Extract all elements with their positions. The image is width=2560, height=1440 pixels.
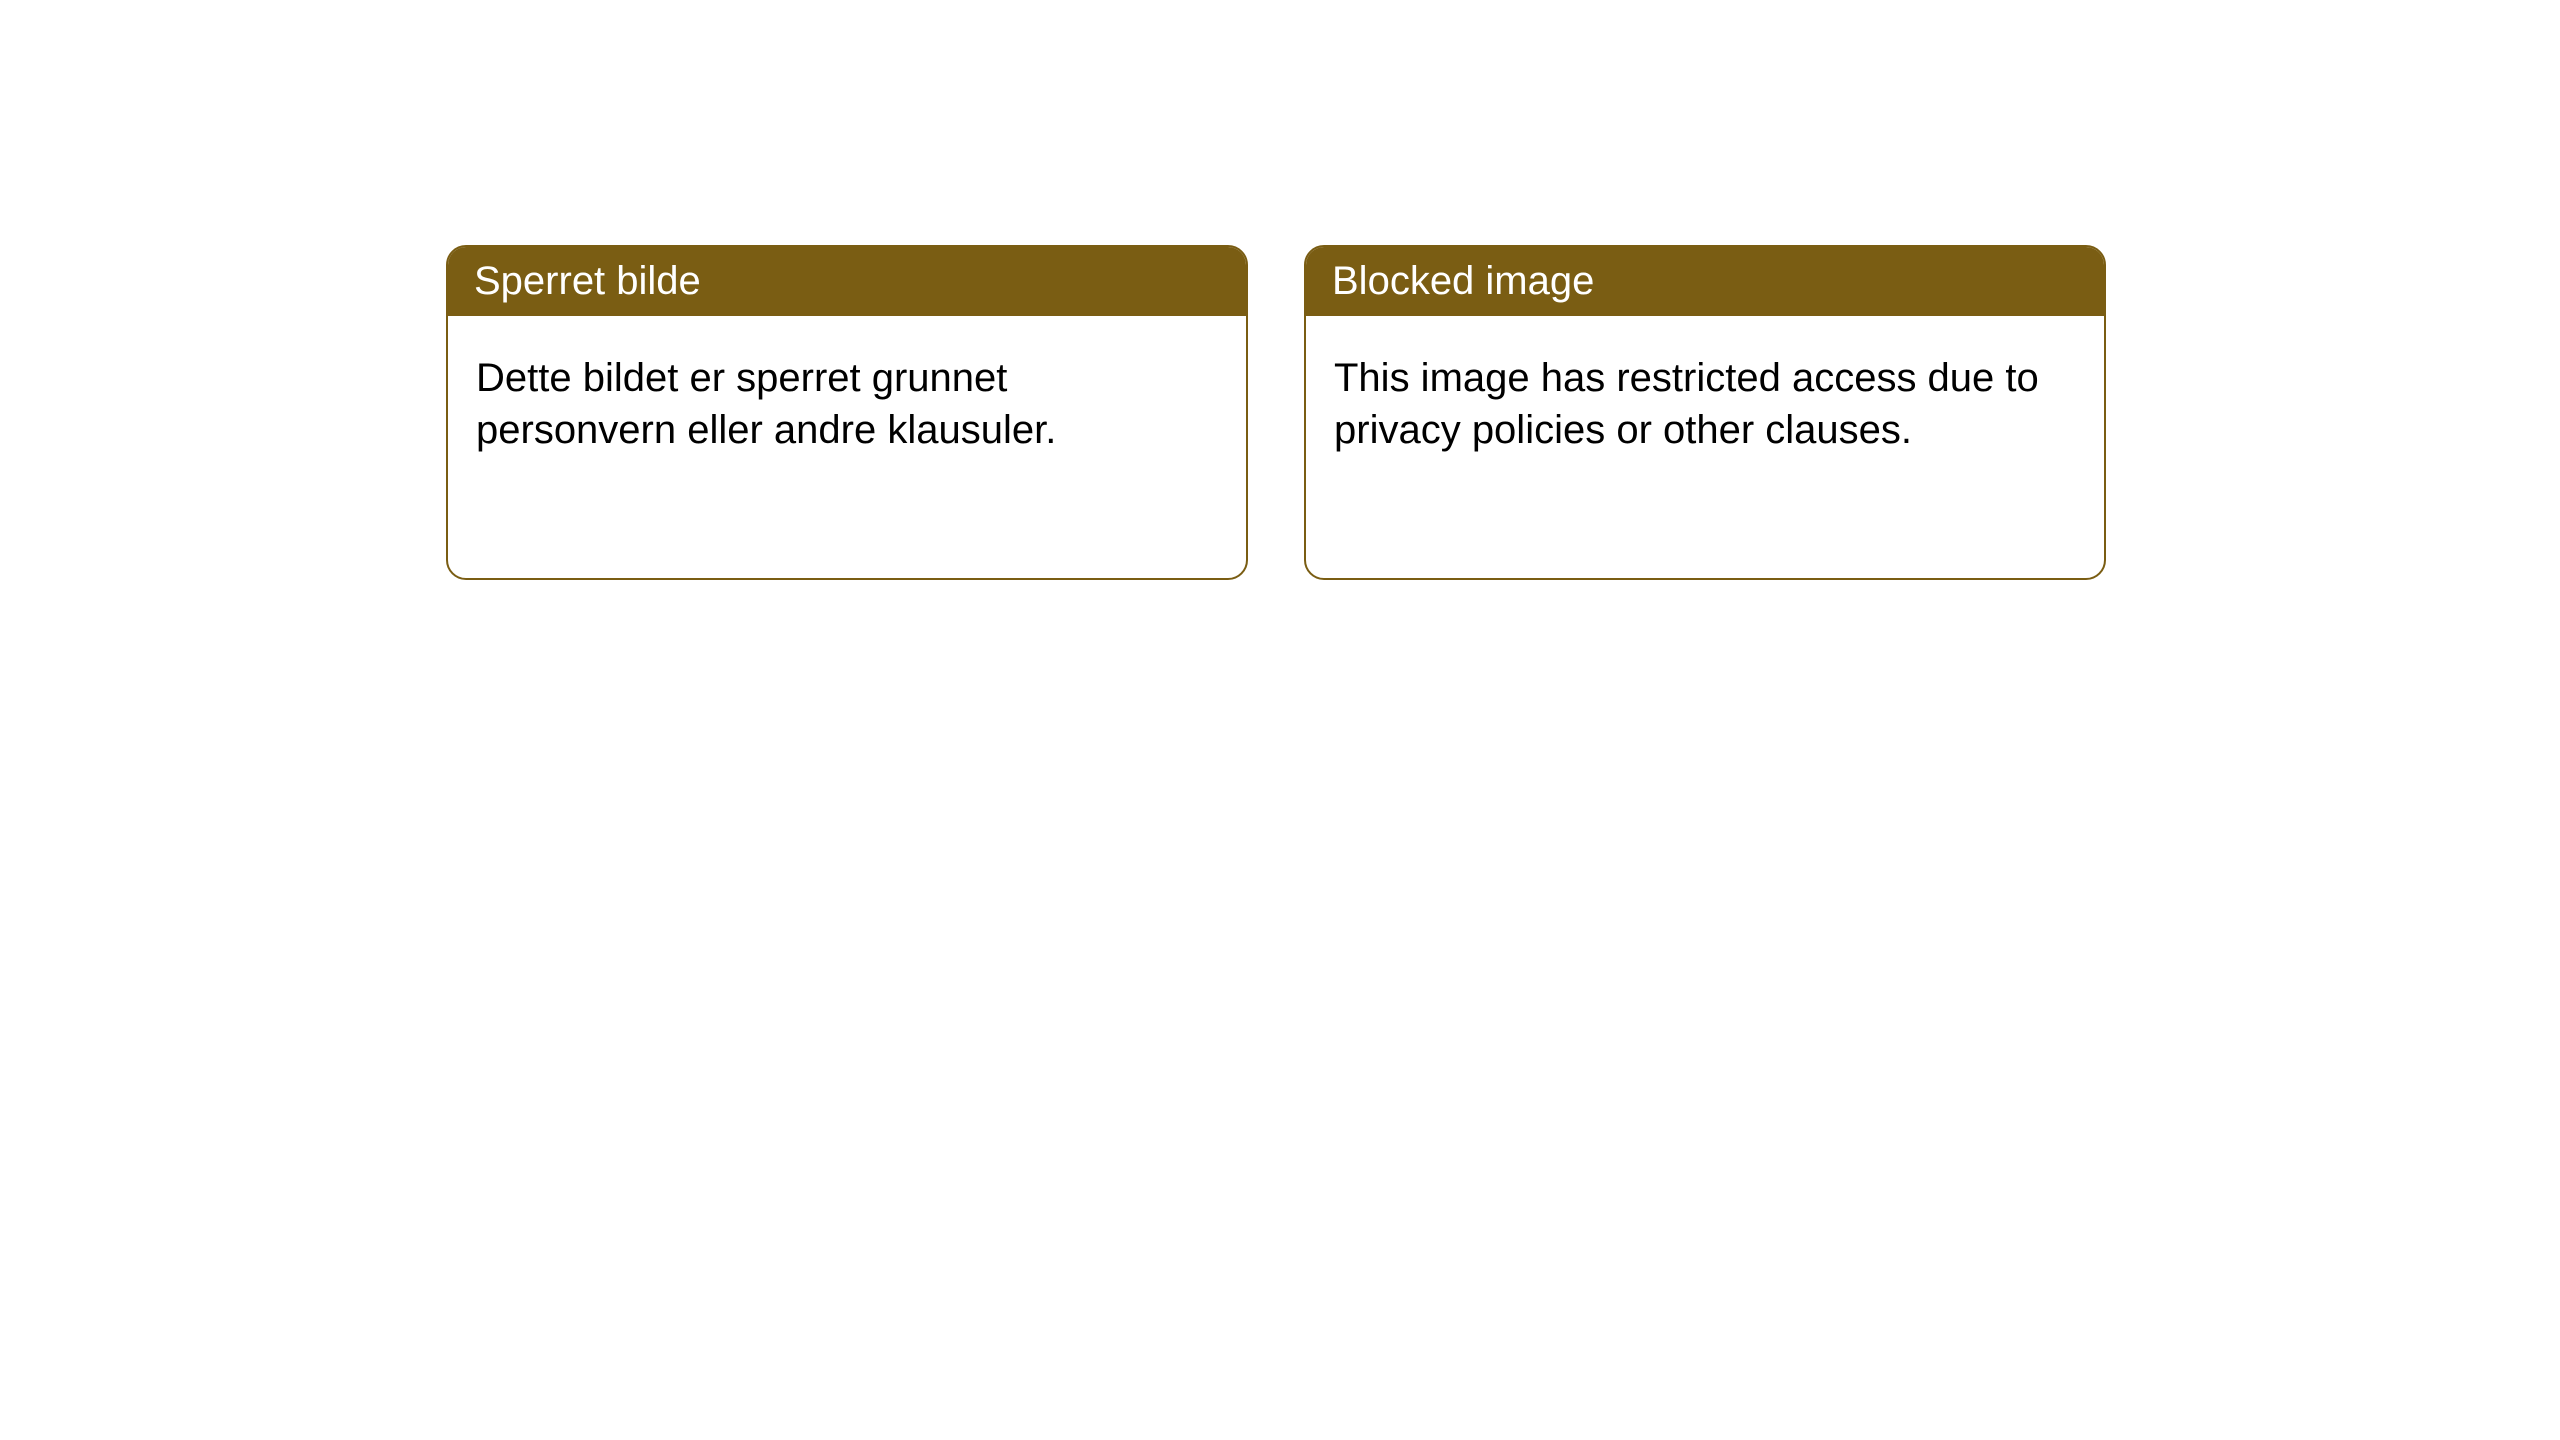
notice-card-norwegian: Sperret bilde Dette bildet er sperret gr… [446, 245, 1248, 580]
card-body-english: This image has restricted access due to … [1306, 316, 2104, 492]
card-header-english: Blocked image [1306, 247, 2104, 316]
card-header-norwegian: Sperret bilde [448, 247, 1246, 316]
card-body-norwegian: Dette bildet er sperret grunnet personve… [448, 316, 1246, 492]
notice-container: Sperret bilde Dette bildet er sperret gr… [0, 0, 2560, 580]
notice-card-english: Blocked image This image has restricted … [1304, 245, 2106, 580]
